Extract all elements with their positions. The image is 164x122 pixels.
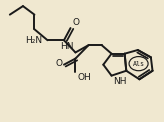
Text: OH: OH [77,73,91,82]
Text: O: O [72,18,79,27]
Text: Als: Als [133,61,145,67]
Text: O: O [55,59,62,68]
Text: HN: HN [60,42,74,51]
Text: NH: NH [113,77,127,86]
Circle shape [129,57,148,71]
Text: H₂N: H₂N [26,36,43,45]
